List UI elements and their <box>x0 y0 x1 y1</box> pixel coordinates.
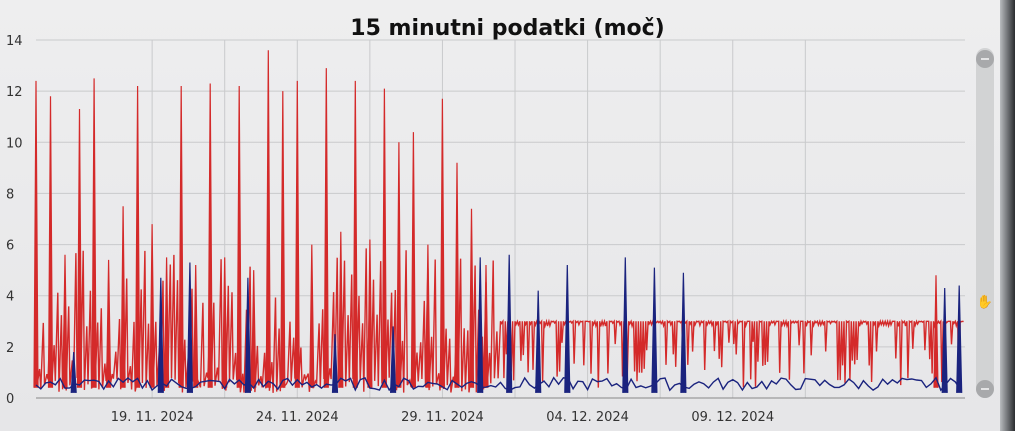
red-peak <box>62 254 68 388</box>
blue-peak <box>622 257 629 393</box>
red-peak <box>323 68 329 388</box>
red-peak <box>309 244 315 388</box>
screen-edge <box>1000 0 1015 431</box>
series-red <box>33 50 964 393</box>
y-tick-label: 8 <box>6 187 14 202</box>
x-tick-label: 29. 11. 2024 <box>401 410 484 425</box>
scroll-handle-bottom[interactable] <box>976 380 994 398</box>
red-peak <box>338 231 344 388</box>
x-tick-label: 04. 12. 2024 <box>546 410 629 425</box>
blue-peak <box>680 272 687 393</box>
blue-peak <box>506 254 513 393</box>
red-peak <box>367 239 373 388</box>
red-peak <box>454 162 460 388</box>
red-peak <box>381 88 387 388</box>
y-tick-label: 4 <box>6 290 14 305</box>
red-peak <box>222 257 228 388</box>
red-peak <box>933 275 939 388</box>
blue-peak <box>390 326 397 393</box>
red-peak <box>91 78 97 388</box>
y-tick-label: 10 <box>6 136 23 151</box>
blue-peak <box>244 277 251 393</box>
y-tick-label: 2 <box>6 341 14 356</box>
red-peak <box>468 208 475 388</box>
zoom-scrollbar[interactable] <box>976 48 994 398</box>
red-peak <box>294 80 300 388</box>
red-peak <box>396 142 402 388</box>
red-peak <box>47 96 54 388</box>
blue-peak <box>535 290 542 393</box>
red-peak <box>352 80 358 388</box>
red-peak <box>135 85 141 388</box>
x-axis: 19. 11. 2024 24. 11. 2024 29. 11. 2024 04. … <box>111 410 774 425</box>
red-peak <box>106 259 112 388</box>
red-peak <box>207 83 213 388</box>
red-peak <box>120 206 126 388</box>
series-blue <box>35 254 963 393</box>
x-tick-label: 09. 12. 2024 <box>691 410 774 425</box>
red-peak <box>149 224 155 388</box>
blue-peak <box>941 287 948 393</box>
red-peak <box>410 132 416 388</box>
red-peak <box>193 264 199 388</box>
red-peak <box>483 264 489 388</box>
y-tick-label: 6 <box>6 239 14 254</box>
blue-peak <box>331 334 339 393</box>
red-peak <box>251 270 257 388</box>
red-peak <box>33 80 39 388</box>
red-peak <box>265 50 271 388</box>
red-peak <box>76 108 83 388</box>
y-tick-label: 0 <box>6 392 14 407</box>
x-tick-label: 24. 11. 2024 <box>256 410 339 425</box>
blue-peak <box>651 267 658 393</box>
red-peak <box>439 98 445 388</box>
red-series-body <box>35 248 964 393</box>
red-peak <box>425 244 431 388</box>
blue-peak <box>157 277 164 393</box>
x-tick-label: 19. 11. 2024 <box>111 410 194 425</box>
red-peak <box>164 257 170 388</box>
blue-peak <box>564 264 571 393</box>
red-peak <box>178 85 184 388</box>
red-peak <box>280 91 286 388</box>
chart-title: 15 minutni podatki (moč) <box>350 16 665 41</box>
blue-peak <box>956 285 963 393</box>
y-tick-label: 14 <box>6 34 23 49</box>
blue-peak <box>186 262 193 393</box>
y-tick-label: 12 <box>6 85 23 100</box>
red-peak <box>236 85 242 388</box>
grip-icon[interactable]: ✋ <box>976 295 994 310</box>
blue-peak <box>477 257 484 393</box>
y-axis: 0 2 4 6 8 10 12 14 <box>6 34 23 407</box>
scroll-handle-top[interactable] <box>976 50 994 68</box>
blue-peak <box>70 351 77 393</box>
